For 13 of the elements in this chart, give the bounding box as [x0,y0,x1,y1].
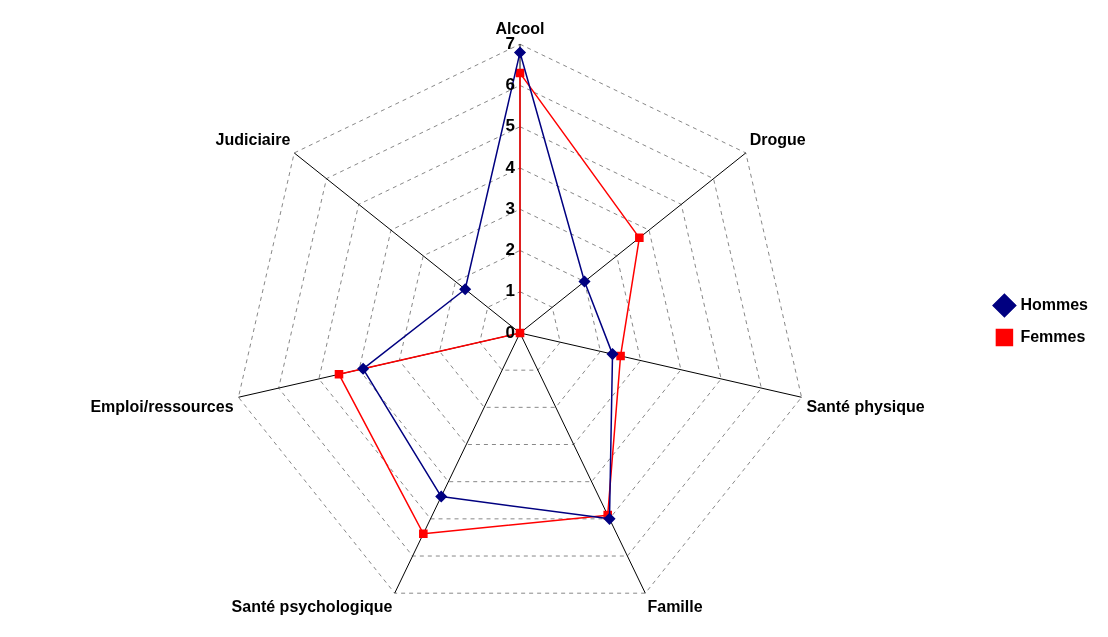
spoke-label: Famille [647,597,703,615]
spoke-label: Santé psychologique [231,597,393,615]
y-tick-label: 5 [505,116,515,136]
y-tick-label: 3 [505,198,515,218]
y-tick-label: 1 [505,281,515,301]
y-tick-label: 2 [505,240,515,260]
spoke-label: Emploi/ressources [90,398,234,416]
spoke-label: Drogue [749,130,806,148]
legend-label: Femmes [1020,327,1086,345]
y-tick-label: 4 [505,157,516,177]
legend-label: Hommes [1020,295,1089,313]
spoke-label: Judiciaire [215,130,291,148]
spoke-label: Santé physique [806,398,925,416]
